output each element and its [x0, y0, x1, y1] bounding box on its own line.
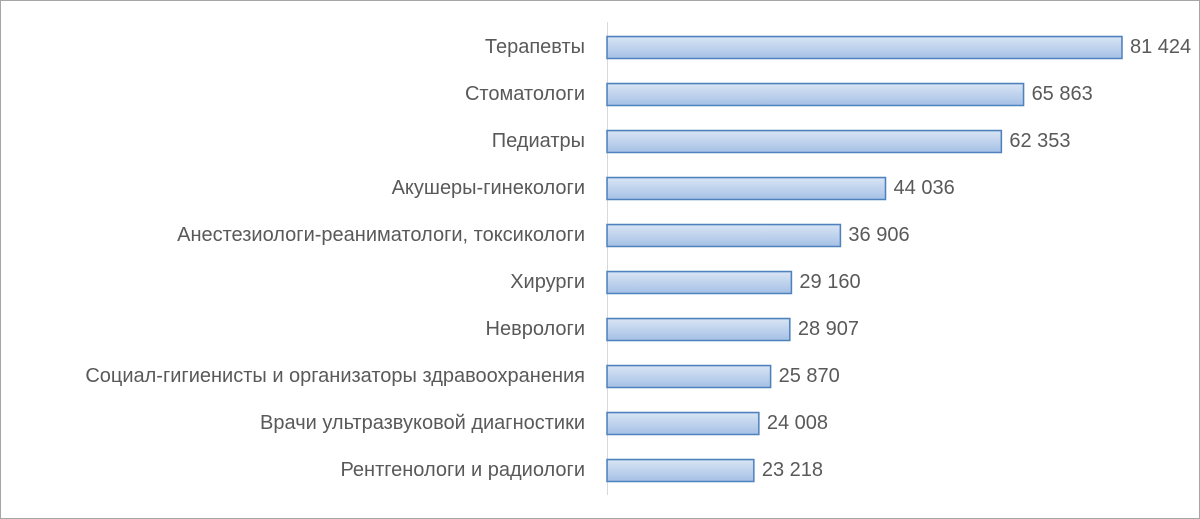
value-label: 25 870: [779, 365, 840, 387]
bar-shine: [608, 37, 1121, 58]
bar-shine: [608, 272, 791, 293]
value-label: 65 863: [1032, 83, 1093, 105]
value-label: 62 353: [1009, 130, 1070, 152]
category-label: Хирурги: [510, 271, 585, 293]
value-label: 28 907: [798, 318, 859, 340]
category-label: Рентгенологи и радиологи: [340, 459, 585, 481]
bar-shine: [608, 84, 1023, 105]
bar-shine: [608, 131, 1001, 152]
value-label: 29 160: [799, 271, 860, 293]
category-label: Стоматологи: [465, 83, 585, 105]
category-label: Анестезиологи-реаниматологи, токсикологи: [177, 224, 585, 246]
category-label: Акушеры-гинекологи: [392, 177, 585, 199]
bar-shine: [608, 225, 840, 246]
value-label: 23 218: [762, 459, 823, 481]
bar-shine: [608, 413, 758, 434]
value-label: 81 424: [1130, 36, 1191, 58]
bar-shine: [608, 366, 770, 387]
category-label: Педиатры: [492, 130, 585, 152]
category-label: Терапевты: [485, 36, 585, 58]
category-label: Неврологи: [486, 318, 585, 340]
bar-shine: [608, 460, 753, 481]
bar-shine: [608, 178, 885, 199]
category-label: Социал-гигиенисты и организаторы здравоо…: [85, 365, 585, 387]
category-label: Врачи ультразвуковой диагностики: [260, 412, 585, 434]
value-label: 36 906: [848, 224, 909, 246]
value-label: 24 008: [767, 412, 828, 434]
bar-shine: [608, 319, 789, 340]
value-label: 44 036: [894, 177, 955, 199]
